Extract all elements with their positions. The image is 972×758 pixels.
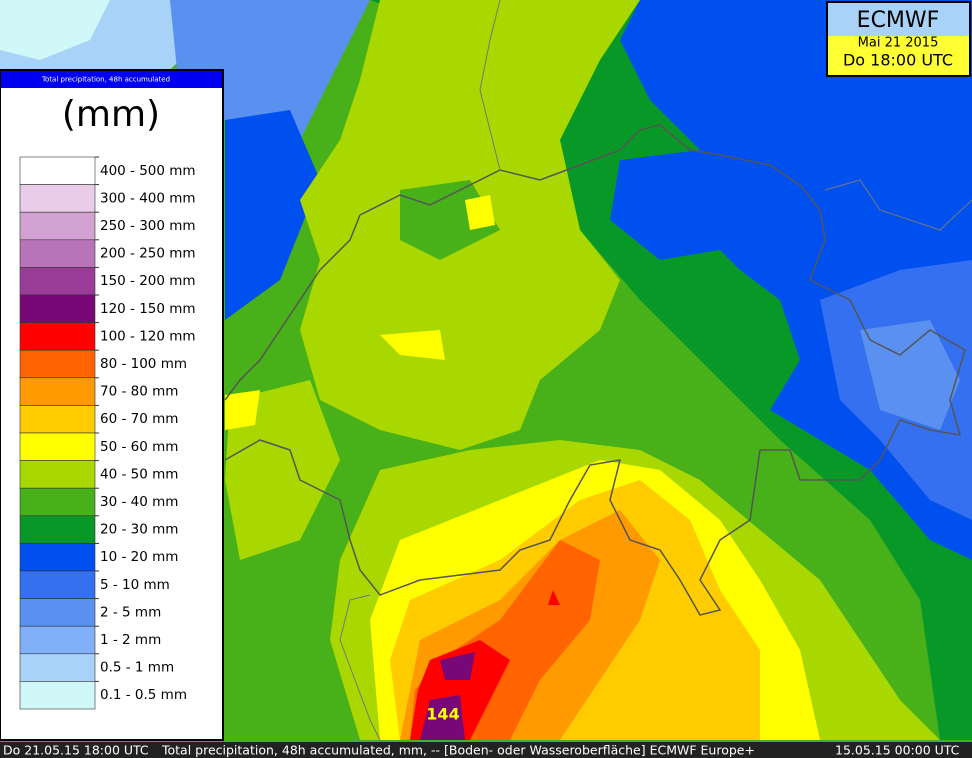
legend-label: 2 - 5 mm <box>100 604 161 620</box>
time: Do 18:00 UTC <box>843 51 953 70</box>
legend-swatch <box>19 211 96 241</box>
legend-label: 250 - 300 mm <box>100 218 196 234</box>
max-label: 144 <box>426 705 459 724</box>
legend-swatch <box>19 487 96 517</box>
legend-label: 60 - 70 mm <box>100 411 178 427</box>
legend-swatch <box>19 184 96 213</box>
legend-swatch <box>19 405 96 434</box>
legend-swatch <box>19 653 96 682</box>
legend-swatch <box>19 322 96 351</box>
legend-label: 0.1 - 0.5 mm <box>100 687 187 703</box>
borders <box>224 0 972 741</box>
legend-label: 1 - 2 mm <box>100 632 161 648</box>
legend-label: 40 - 50 mm <box>100 466 178 482</box>
legend-swatch <box>19 598 96 627</box>
legend-label: 150 - 200 mm <box>100 273 196 289</box>
legend-swatch <box>19 156 96 185</box>
legend-swatch <box>19 377 96 406</box>
legend-title: Total precipitation, 48h accumulated <box>41 76 170 84</box>
legend: Total precipitation, 48h accumulated (mm… <box>0 69 224 741</box>
legend-label: 10 - 20 mm <box>100 549 178 565</box>
legend-swatch <box>19 294 96 323</box>
footer-valid: Do 21.05.15 18:00 UTC <box>3 743 149 758</box>
date: Mai 21 2015 <box>858 36 939 51</box>
legend-label: 120 - 150 mm <box>100 301 196 317</box>
legend-swatch <box>19 625 96 655</box>
legend-label: 20 - 30 mm <box>100 522 178 538</box>
legend-swatch <box>19 267 96 296</box>
legend-label: 80 - 100 mm <box>100 356 187 372</box>
legend-label: 100 - 120 mm <box>100 328 196 344</box>
legend-label: 200 - 250 mm <box>100 246 196 262</box>
legend-swatch <box>19 515 96 544</box>
legend-swatch <box>19 460 96 489</box>
legend-label: 400 - 500 mm <box>100 163 196 179</box>
legend-swatch <box>19 349 96 379</box>
legend-swatch <box>19 681 96 710</box>
footer-description: Total precipitation, 48h accumulated, mm… <box>161 743 755 758</box>
footer-run: 15.05.15 00:00 UTC <box>835 743 960 758</box>
legend-label: 0.5 - 1 mm <box>100 660 174 676</box>
legend-label: 30 - 40 mm <box>100 494 178 510</box>
model-name: ECMWF <box>857 8 940 33</box>
legend-label: 5 - 10 mm <box>100 577 170 593</box>
legend-label: 300 - 400 mm <box>100 190 196 206</box>
header-box: ECMWF Mai 21 2015 Do 18:00 UTC <box>826 1 971 77</box>
legend-label: 70 - 80 mm <box>100 384 178 400</box>
legend-swatch <box>19 432 96 461</box>
footer: Do 21.05.15 18:00 UTC Total precipitatio… <box>0 742 972 758</box>
legend-swatch <box>19 239 96 268</box>
legend-swatch <box>19 543 96 572</box>
legend-unit: (mm) <box>62 94 160 135</box>
legend-swatch <box>19 570 96 599</box>
legend-label: 50 - 60 mm <box>100 439 178 455</box>
